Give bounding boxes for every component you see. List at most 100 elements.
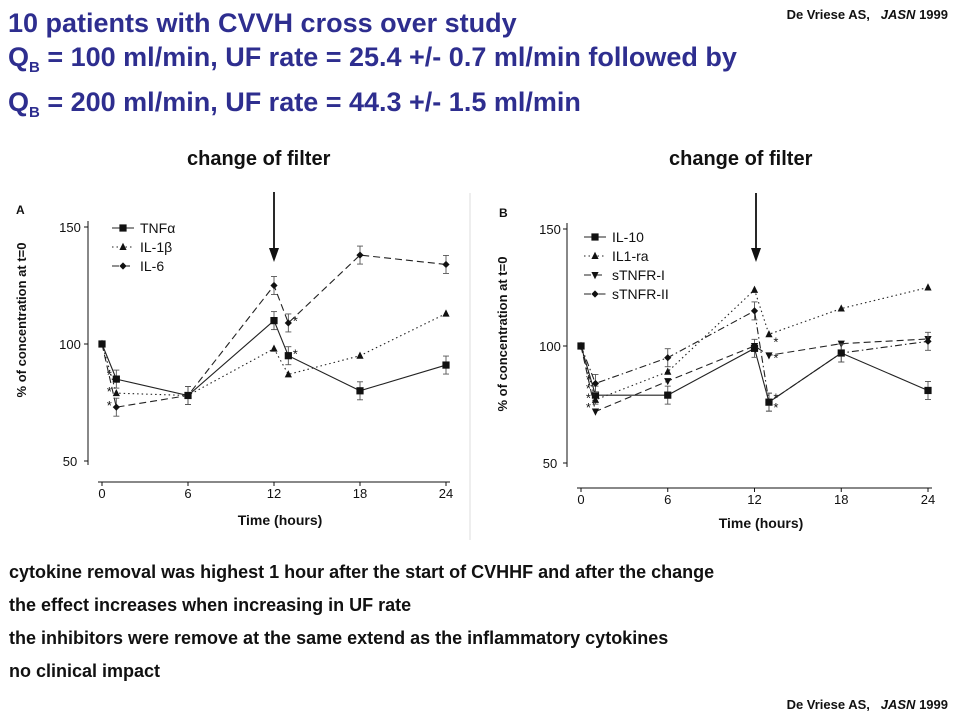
- significance-asterisk: *: [107, 384, 112, 399]
- legend-label-il1-ra: IL1-ra: [612, 248, 649, 264]
- data-point-il-10: [924, 386, 932, 395]
- legend-marker-il-1-: [119, 242, 127, 250]
- title-line-3: QB = 200 ml/min, UF rate = 44.3 +/- 1.5 …: [8, 85, 928, 130]
- data-point-stnfr-ii: [837, 349, 845, 357]
- x-axis-label: Time (hours): [238, 512, 323, 528]
- citation-bottom: De Vriese AS, JASN 1999: [787, 697, 948, 712]
- legend-marker-il1-ra: [591, 251, 599, 259]
- x-tick-label: 12: [267, 486, 281, 501]
- bullet-2: the effect increases when increasing in …: [9, 595, 412, 615]
- data-point-il-6: [356, 251, 364, 259]
- significance-asterisk: *: [107, 398, 112, 413]
- slide-title: 10 patients with CVVH cross over study Q…: [8, 6, 928, 130]
- legend-marker-stnfr-ii: [591, 290, 599, 298]
- title-line-2: QB = 100 ml/min, UF rate = 25.4 +/- 0.7 …: [8, 40, 928, 85]
- data-point-il-1-: [270, 344, 278, 352]
- panel-letter: B: [499, 206, 508, 220]
- citation-year: 1999: [919, 697, 948, 712]
- title-line-3-rest: = 200 ml/min, UF rate = 44.3 +/- 1.5 ml/…: [39, 87, 581, 117]
- x-tick-label: 12: [747, 492, 761, 507]
- data-point-il-10: [664, 391, 672, 399]
- significance-asterisk: *: [773, 390, 778, 405]
- data-point-il-1-: [284, 370, 292, 378]
- change-of-filter-label-a: change of filter: [187, 148, 331, 170]
- data-point-stnfr-i: [664, 378, 672, 386]
- bullet-3: the inhibitors were remove at the same e…: [9, 628, 669, 648]
- x-tick-label: 18: [834, 492, 848, 507]
- citation-author: De Vriese AS,: [786, 697, 870, 712]
- legend-label-stnfr-i: sTNFR-I: [612, 267, 665, 283]
- significance-asterisk: *: [586, 400, 591, 415]
- data-point-stnfr-ii: [765, 398, 773, 406]
- significance-asterisk: *: [586, 381, 591, 396]
- data-point-il-1-: [112, 388, 120, 397]
- legend-label-tnf-: TNFα: [140, 220, 175, 236]
- data-point-tnf-: [284, 352, 292, 360]
- significance-asterisk: *: [293, 314, 298, 329]
- data-point-il1-ra: [664, 367, 672, 375]
- data-point-tnf-: [270, 317, 278, 325]
- chart-panel-b: B 50 100 150 0 6 12 18 24 % of concentration at t…: [495, 193, 935, 531]
- legend-label-stnfr-ii: sTNFR-II: [612, 286, 669, 302]
- bullet-4: no clinical impact: [9, 661, 161, 681]
- chart-panel-a: A 50 100 150 0 6 12 18 24 % of concentration at t…: [14, 192, 453, 528]
- data-point-il-6: [112, 403, 120, 411]
- data-point-stnfr-ii: [577, 342, 585, 350]
- data-point-il-6: [270, 281, 278, 290]
- bullet-1: cytokine removal was highest 1 hour afte…: [9, 562, 715, 582]
- legend-label-il-1-: IL-1β: [140, 239, 172, 255]
- data-point-il-1-: [356, 351, 364, 359]
- x-tick-label: 24: [439, 486, 453, 501]
- legend-marker-stnfr-i: [591, 272, 599, 280]
- significance-asterisk: *: [293, 346, 298, 361]
- legend-marker-tnf-: [119, 224, 127, 232]
- change-of-filter-label-b: change of filter: [669, 148, 813, 170]
- x-axis-label: Time (hours): [719, 515, 804, 531]
- data-point-stnfr-i: [591, 408, 600, 416]
- significance-asterisk: *: [107, 367, 112, 382]
- data-point-tnf-: [356, 387, 364, 395]
- data-point-stnfr-i: [765, 352, 773, 360]
- title-line-2-rest: = 100 ml/min, UF rate = 25.4 +/- 0.7 ml/…: [39, 42, 737, 72]
- legend-marker-il-10: [591, 233, 599, 241]
- data-point-il1-ra: [765, 330, 773, 338]
- y-axis-label: % of concentration at t=0: [14, 243, 29, 398]
- y-tick-label: 100: [539, 339, 561, 354]
- data-point-tnf-: [442, 361, 450, 369]
- data-point-il1-ra: [837, 304, 845, 312]
- data-point-il1-ra: [924, 283, 932, 291]
- citation-author: De Vriese AS,: [786, 7, 870, 22]
- significance-asterisk: *: [773, 351, 778, 366]
- significance-asterisk: *: [773, 334, 778, 349]
- legend-label-il-6: IL-6: [140, 258, 164, 274]
- significance-asterisk: *: [586, 390, 591, 405]
- y-tick-label: 50: [543, 456, 557, 471]
- y-axis-label: % of concentration at t=0: [495, 257, 510, 412]
- x-tick-label: 0: [98, 486, 105, 501]
- citation-top: De Vriese AS, JASN 1999: [787, 7, 948, 22]
- significance-asterisk: *: [773, 400, 778, 415]
- data-point-il1-ra: [750, 285, 759, 293]
- citation-year: 1999: [919, 7, 948, 22]
- data-point-stnfr-ii: [924, 337, 932, 345]
- citation-journal: JASN: [880, 697, 916, 712]
- data-point-tnf-: [112, 375, 120, 383]
- data-point-il-6: [442, 260, 450, 269]
- y-tick-label: 150: [539, 222, 561, 237]
- legend-marker-il-6: [119, 262, 127, 270]
- data-point-stnfr-ii: [591, 379, 600, 388]
- title-line-2-prefix: Q: [8, 42, 30, 72]
- legend-label-il-10: IL-10: [612, 229, 644, 245]
- data-point-il-6: [98, 340, 106, 348]
- data-point-stnfr-ii: [664, 354, 672, 362]
- significance-asterisk: *: [586, 372, 591, 387]
- change-arrow-head: [269, 248, 279, 262]
- citation-journal: JASN: [880, 7, 916, 22]
- title-line-2-sub: B: [29, 59, 40, 76]
- title-line-1: 10 patients with CVVH cross over study: [8, 8, 517, 38]
- title-line-3-prefix: Q: [8, 87, 30, 117]
- panel-letter: A: [16, 203, 25, 217]
- y-tick-label: 150: [59, 220, 81, 235]
- bullet-list: cytokine removal was highest 1 hour afte…: [9, 556, 954, 688]
